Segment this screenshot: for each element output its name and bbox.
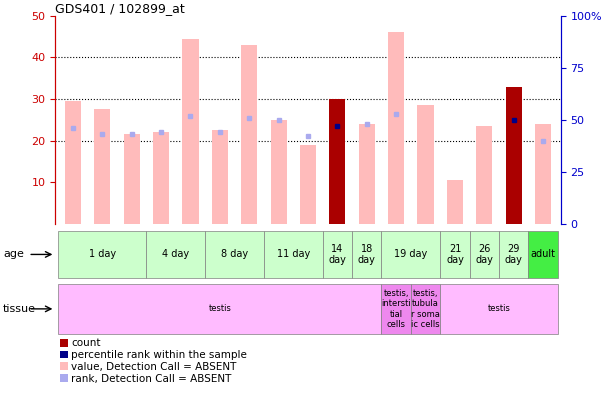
- Bar: [58, 284, 382, 333]
- Bar: [352, 230, 382, 278]
- Text: 8 day: 8 day: [221, 249, 248, 259]
- Text: 18
day: 18 day: [358, 244, 376, 265]
- Bar: [411, 284, 441, 333]
- Text: rank, Detection Call = ABSENT: rank, Detection Call = ABSENT: [71, 374, 231, 384]
- Bar: [124, 134, 140, 224]
- Text: 4 day: 4 day: [162, 249, 189, 259]
- Bar: [182, 39, 198, 224]
- Text: age: age: [3, 249, 24, 259]
- Bar: [418, 105, 434, 224]
- Bar: [469, 230, 499, 278]
- Text: 21
day: 21 day: [446, 244, 464, 265]
- Text: 19 day: 19 day: [394, 249, 427, 259]
- Bar: [153, 132, 169, 224]
- Text: 11 day: 11 day: [276, 249, 310, 259]
- Bar: [505, 87, 522, 224]
- Text: testis: testis: [487, 305, 510, 313]
- Text: testis: testis: [209, 305, 231, 313]
- Bar: [535, 124, 551, 224]
- Bar: [147, 230, 205, 278]
- Bar: [441, 284, 558, 333]
- Bar: [359, 124, 375, 224]
- Text: 26
day: 26 day: [475, 244, 493, 265]
- Bar: [270, 120, 287, 224]
- Bar: [441, 230, 469, 278]
- Bar: [65, 101, 81, 224]
- Text: percentile rank within the sample: percentile rank within the sample: [71, 350, 247, 360]
- Text: GDS401 / 102899_at: GDS401 / 102899_at: [55, 2, 185, 15]
- Bar: [264, 230, 323, 278]
- Text: 14
day: 14 day: [329, 244, 346, 265]
- Bar: [382, 284, 411, 333]
- Text: testis,
tubula
r soma
ic cells: testis, tubula r soma ic cells: [411, 289, 440, 329]
- Text: tissue: tissue: [3, 304, 36, 314]
- Bar: [382, 230, 441, 278]
- Bar: [388, 32, 404, 224]
- Text: value, Detection Call = ABSENT: value, Detection Call = ABSENT: [71, 362, 236, 372]
- Bar: [499, 230, 528, 278]
- Bar: [241, 45, 257, 224]
- Text: testis,
intersti
tial
cells: testis, intersti tial cells: [381, 289, 411, 329]
- Bar: [300, 145, 316, 224]
- Bar: [476, 126, 492, 224]
- Bar: [205, 230, 264, 278]
- Bar: [447, 180, 463, 224]
- Bar: [528, 230, 558, 278]
- Bar: [94, 109, 111, 224]
- Text: 1 day: 1 day: [89, 249, 116, 259]
- Bar: [212, 130, 228, 224]
- Text: adult: adult: [531, 249, 555, 259]
- Bar: [329, 99, 346, 224]
- Text: 29
day: 29 day: [505, 244, 523, 265]
- Text: count: count: [71, 338, 100, 348]
- Bar: [323, 230, 352, 278]
- Bar: [58, 230, 147, 278]
